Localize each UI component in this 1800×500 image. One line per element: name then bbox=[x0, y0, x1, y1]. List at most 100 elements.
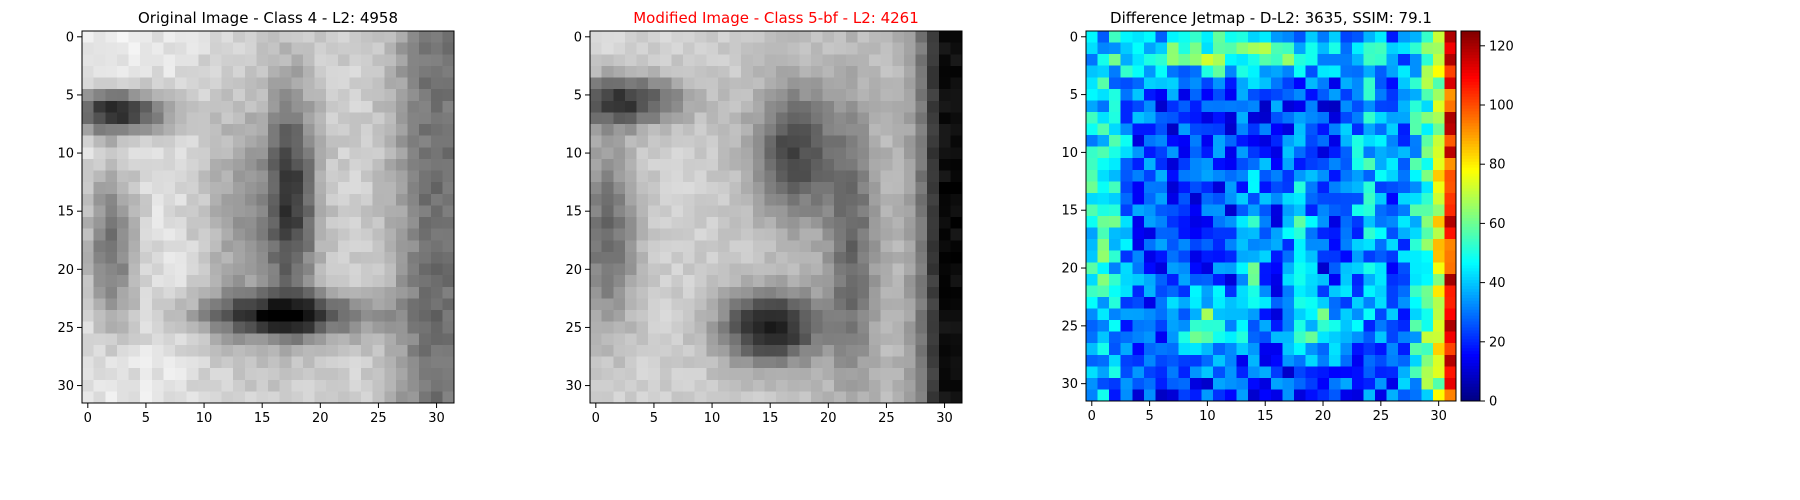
heatmap-cell bbox=[256, 252, 268, 264]
heatmap-cell bbox=[799, 182, 811, 194]
heatmap-cell bbox=[222, 101, 234, 113]
heatmap-cell bbox=[361, 252, 373, 264]
heatmap-cell bbox=[613, 78, 625, 90]
heatmap-cell bbox=[1248, 31, 1260, 43]
heatmap-cell bbox=[695, 43, 707, 55]
heatmap-cell bbox=[1259, 389, 1271, 401]
colorbar-segment bbox=[1461, 291, 1480, 294]
heatmap-cell bbox=[384, 136, 396, 148]
heatmap-cell bbox=[892, 391, 904, 403]
heatmap-cell bbox=[1294, 366, 1306, 378]
heatmap-cell bbox=[939, 159, 951, 171]
heatmap-cell bbox=[1155, 124, 1167, 136]
heatmap-cell bbox=[916, 78, 928, 90]
heatmap-cell bbox=[683, 322, 695, 334]
heatmap-cell bbox=[788, 252, 800, 264]
heatmap-cell bbox=[811, 66, 823, 78]
colorbar-segment bbox=[1461, 232, 1480, 235]
heatmap-cell bbox=[1364, 343, 1376, 355]
heatmap-cell bbox=[222, 333, 234, 345]
heatmap-cell bbox=[764, 43, 776, 55]
heatmap-cell bbox=[834, 194, 846, 206]
heatmap-cell bbox=[764, 229, 776, 241]
heatmap-cell bbox=[140, 66, 152, 78]
heatmap-cell bbox=[256, 112, 268, 124]
heatmap-cell bbox=[881, 252, 893, 264]
heatmap-cell bbox=[823, 31, 835, 43]
heatmap-cell bbox=[625, 66, 637, 78]
heatmap-cell bbox=[431, 298, 443, 310]
heatmap-cell bbox=[1132, 158, 1144, 170]
heatmap-cell bbox=[326, 264, 338, 276]
heatmap-cell bbox=[1352, 343, 1364, 355]
heatmap-cell bbox=[1421, 77, 1433, 89]
heatmap-cell bbox=[939, 240, 951, 252]
heatmap-cell bbox=[187, 322, 199, 334]
heatmap-cell bbox=[408, 264, 420, 276]
heatmap-cell bbox=[927, 333, 939, 345]
heatmap-cell bbox=[706, 31, 718, 43]
heatmap-cell bbox=[892, 89, 904, 101]
heatmap-cell bbox=[1098, 204, 1110, 216]
heatmap-cell bbox=[1317, 343, 1329, 355]
heatmap-cell bbox=[419, 54, 431, 66]
heatmap-cell bbox=[442, 194, 454, 206]
heatmap-cell bbox=[315, 43, 327, 55]
heatmap-cell bbox=[1444, 158, 1456, 170]
heatmap-cell bbox=[683, 217, 695, 229]
heatmap-cell bbox=[881, 275, 893, 287]
heatmap-cell bbox=[1306, 31, 1318, 43]
heatmap-cell bbox=[741, 136, 753, 148]
heatmap-cell bbox=[753, 380, 765, 392]
heatmap-cell bbox=[1410, 170, 1422, 182]
y-tick-label: 20 bbox=[565, 263, 582, 278]
heatmap-cell bbox=[1132, 170, 1144, 182]
heatmap-cell bbox=[152, 194, 164, 206]
heatmap-cell bbox=[163, 357, 175, 369]
x-tick-label: 30 bbox=[936, 411, 953, 426]
heatmap-cell bbox=[916, 89, 928, 101]
heatmap-cell bbox=[268, 310, 280, 322]
heatmap-cell bbox=[1121, 204, 1133, 216]
heatmap-cell bbox=[927, 101, 939, 113]
heatmap-cell bbox=[602, 66, 614, 78]
heatmap-cell bbox=[373, 31, 385, 43]
heatmap-cell bbox=[1213, 89, 1225, 101]
heatmap-cell bbox=[904, 124, 916, 136]
heatmap-cell bbox=[1433, 251, 1445, 263]
heatmap-cell bbox=[361, 124, 373, 136]
heatmap-cell bbox=[1306, 239, 1318, 251]
heatmap-cell bbox=[764, 66, 776, 78]
heatmap-cell bbox=[834, 182, 846, 194]
heatmap-cell bbox=[1121, 320, 1133, 332]
heatmap-cell bbox=[1444, 89, 1456, 101]
heatmap-cell bbox=[730, 368, 742, 380]
heatmap-cell bbox=[1398, 147, 1410, 159]
heatmap-cell bbox=[950, 345, 962, 357]
heatmap-cell bbox=[233, 43, 245, 55]
heatmap-cell bbox=[1387, 239, 1399, 251]
heatmap-cell bbox=[396, 298, 408, 310]
heatmap-cell bbox=[117, 147, 129, 159]
heatmap-cell bbox=[163, 182, 175, 194]
heatmap-cell bbox=[1225, 239, 1237, 251]
heatmap-cell bbox=[916, 147, 928, 159]
colorbar-segment bbox=[1461, 194, 1480, 197]
heatmap-cell bbox=[198, 217, 210, 229]
heatmap-cell bbox=[811, 101, 823, 113]
y-tick-label: 10 bbox=[1061, 146, 1078, 161]
colorbar-segment bbox=[1461, 283, 1480, 286]
heatmap-cell bbox=[315, 310, 327, 322]
heatmap-cell bbox=[280, 310, 292, 322]
heatmap-cell bbox=[373, 240, 385, 252]
heatmap-cell bbox=[361, 31, 373, 43]
colorbar-segment bbox=[1461, 342, 1480, 345]
heatmap-cell bbox=[129, 391, 141, 403]
heatmap-cell bbox=[245, 147, 257, 159]
y-tick-label: 5 bbox=[1070, 88, 1078, 103]
heatmap-cell bbox=[408, 333, 420, 345]
heatmap-cell bbox=[764, 136, 776, 148]
heatmap-cell bbox=[373, 229, 385, 241]
heatmap-cell bbox=[1421, 343, 1433, 355]
heatmap-cell bbox=[939, 275, 951, 287]
